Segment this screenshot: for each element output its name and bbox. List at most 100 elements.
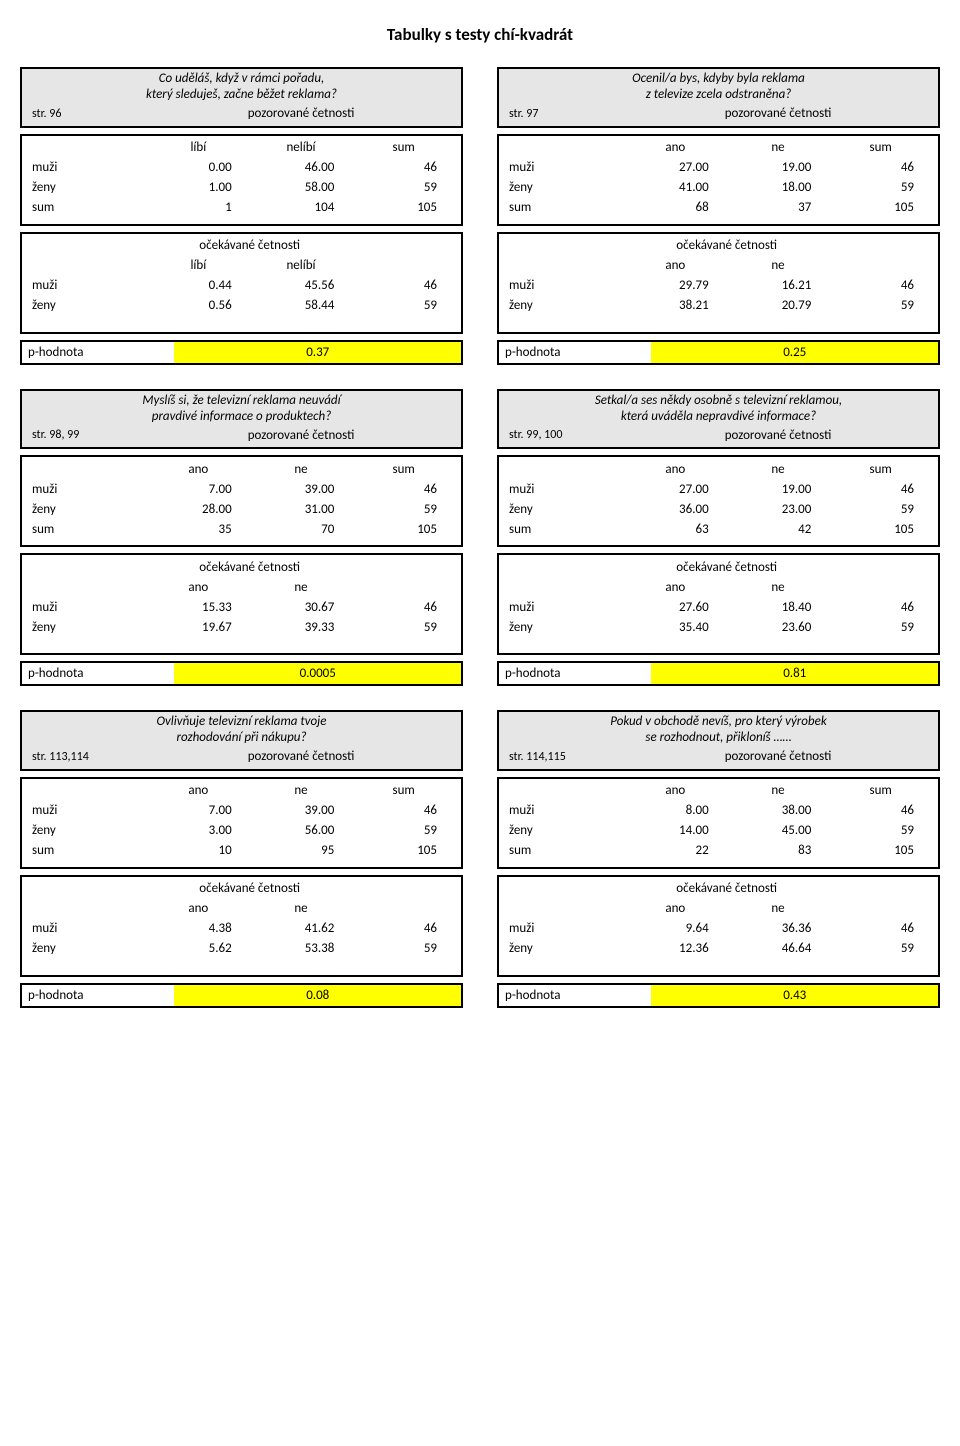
p-value-box: p-hodnota0.37	[20, 340, 463, 365]
observed-label: pozorované četnosti	[147, 425, 455, 445]
col-header-2: nelíbí	[250, 256, 353, 276]
cell: 0.00	[147, 158, 250, 178]
cell: 59	[829, 296, 932, 316]
cell: 46	[829, 479, 932, 499]
row-label-zeny: ženy	[505, 617, 624, 637]
cell: 23.60	[727, 617, 830, 637]
expected-label: očekávané četnosti	[624, 557, 829, 577]
cell: 95	[250, 841, 353, 861]
cell: 8.00	[624, 801, 727, 821]
cell: 59	[352, 939, 455, 959]
cell: 4.38	[147, 919, 250, 939]
row-label-zeny: ženy	[28, 821, 147, 841]
row-label-zeny: ženy	[28, 499, 147, 519]
cell: 37	[727, 198, 830, 218]
chi-square-block: Ocenil/a bys, kdyby byla reklamaz televi…	[497, 67, 940, 365]
col-header-2: ne	[727, 577, 830, 597]
p-value-label: p-hodnota	[22, 342, 174, 363]
question-header: Ocenil/a bys, kdyby byla reklamaz televi…	[497, 67, 940, 128]
row-label-zeny: ženy	[505, 939, 624, 959]
chi-square-block: Setkal/a ses někdy osobně s televizní re…	[497, 389, 940, 687]
question-line-1: Pokud v obchodě nevíš, pro který výrobek	[505, 714, 932, 730]
col-header-1: líbí	[147, 256, 250, 276]
question-line-2: který sleduješ, začne běžet reklama?	[28, 87, 455, 103]
col-header-1: ano	[147, 577, 250, 597]
cell: 19.00	[727, 479, 830, 499]
row-label-muzi: muži	[28, 801, 147, 821]
cell: 105	[829, 519, 932, 539]
cell: 38.00	[727, 801, 830, 821]
col-header-sum: sum	[352, 459, 455, 479]
p-value: 0.08	[174, 985, 461, 1006]
p-value: 0.37	[174, 342, 461, 363]
row-label-zeny: ženy	[505, 296, 624, 316]
p-value-label: p-hodnota	[22, 663, 174, 684]
cell: 38.21	[624, 296, 727, 316]
cell: 0.56	[147, 296, 250, 316]
cell: 29.79	[624, 276, 727, 296]
cell: 46	[829, 801, 932, 821]
cell: 46	[829, 919, 932, 939]
question-header: Setkal/a ses někdy osobně s televizní re…	[497, 389, 940, 450]
row-label-sum: sum	[28, 841, 147, 861]
expected-label: očekávané četnosti	[147, 557, 352, 577]
observed-label: pozorované četnosti	[624, 747, 932, 767]
cell: 5.62	[147, 939, 250, 959]
col-header-sum: sum	[829, 138, 932, 158]
cell: 7.00	[147, 479, 250, 499]
col-header-2: ne	[250, 459, 353, 479]
row-label-muzi: muži	[505, 801, 624, 821]
cell: 105	[829, 841, 932, 861]
col-header-1: ano	[624, 138, 727, 158]
col-header-2: ne	[250, 899, 353, 919]
cell: 19.67	[147, 617, 250, 637]
cell: 9.64	[624, 919, 727, 939]
expected-table: očekávané četnostilíbínelíbímuži0.4445.5…	[20, 232, 463, 334]
observed-table: líbínelíbísummuži0.0046.0046ženy1.0058.0…	[20, 134, 463, 226]
cell: 70	[250, 519, 353, 539]
cell: 28.00	[147, 499, 250, 519]
cell: 59	[352, 499, 455, 519]
cell: 59	[352, 178, 455, 198]
cell: 36.36	[727, 919, 830, 939]
question-line-2: z televize zcela odstraněna?	[505, 87, 932, 103]
col-header-2: ne	[727, 781, 830, 801]
cell: 58.44	[250, 296, 353, 316]
expected-label: očekávané četnosti	[147, 236, 352, 256]
p-value-label: p-hodnota	[499, 985, 651, 1006]
cell: 83	[727, 841, 830, 861]
expected-table: očekávané četnostianonemuži4.3841.6246že…	[20, 875, 463, 977]
p-value-box: p-hodnota0.81	[497, 661, 940, 686]
cell: 59	[829, 939, 932, 959]
col-header-2: ne	[727, 459, 830, 479]
col-header-1: ano	[624, 781, 727, 801]
cell: 59	[829, 821, 932, 841]
cell: 22	[624, 841, 727, 861]
row-label-zeny: ženy	[28, 178, 147, 198]
row-label-muzi: muži	[505, 479, 624, 499]
row-label-sum: sum	[505, 519, 624, 539]
row-label-zeny: ženy	[28, 939, 147, 959]
cell: 46	[352, 919, 455, 939]
question-line-1: Ocenil/a bys, kdyby byla reklama	[505, 71, 932, 87]
cell: 23.00	[727, 499, 830, 519]
cell: 105	[352, 198, 455, 218]
col-header-sum: sum	[352, 138, 455, 158]
cell: 10	[147, 841, 250, 861]
expected-table: očekávané četnostianonemuži27.6018.4046ž…	[497, 553, 940, 655]
observed-table: anonesummuži7.0039.0046ženy28.0031.0059s…	[20, 455, 463, 547]
cell: 46.64	[727, 939, 830, 959]
page-reference: str. 96	[28, 104, 147, 124]
observed-table: anonesummuži27.0019.0046ženy41.0018.0059…	[497, 134, 940, 226]
row-label-muzi: muži	[28, 158, 147, 178]
chi-square-block: Co uděláš, když v rámci pořadu,který sle…	[20, 67, 463, 365]
question-line-2: rozhodování při nákupu?	[28, 730, 455, 746]
page-reference: str. 114,115	[505, 747, 624, 767]
row-label-muzi: muži	[28, 276, 147, 296]
cell: 14.00	[624, 821, 727, 841]
p-value: 0.43	[651, 985, 938, 1006]
cell: 15.33	[147, 597, 250, 617]
col-header-sum: sum	[829, 781, 932, 801]
cell: 30.67	[250, 597, 353, 617]
cell: 46	[352, 158, 455, 178]
